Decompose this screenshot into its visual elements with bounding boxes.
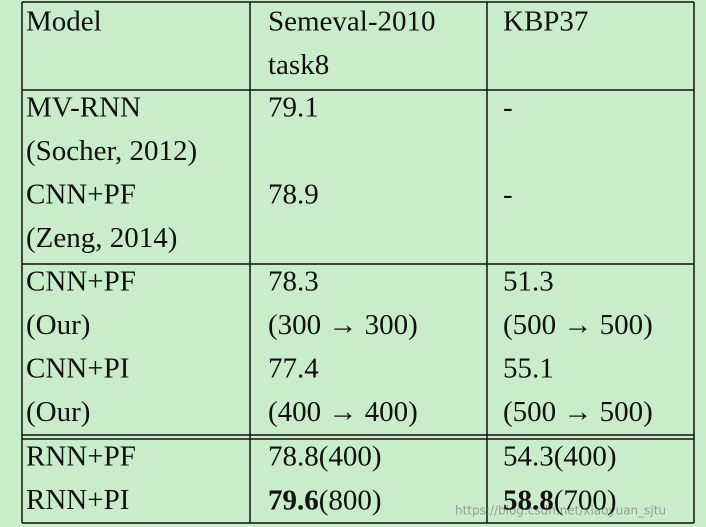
cell-text: RNN+PI xyxy=(26,484,129,516)
cell-text: (500 → 500) xyxy=(503,309,653,341)
cell-text: CNN+PF xyxy=(26,179,136,211)
cell-text: (500 → 500) xyxy=(503,396,653,428)
cell-text: KBP37 xyxy=(503,6,588,38)
cell-text: 79.6(800) xyxy=(268,484,382,516)
cell-text: (Our) xyxy=(26,396,90,428)
cell-text-part: 58.8 xyxy=(503,484,554,516)
cell-text: CNN+PF xyxy=(26,266,136,298)
cell-text: (Our) xyxy=(26,309,90,341)
cell-text-part: (700) xyxy=(554,484,617,516)
cell-text: 55.1 xyxy=(503,353,554,385)
cell-text: (400 → 400) xyxy=(268,396,418,428)
cell-text: (300 → 300) xyxy=(268,309,418,341)
cell-text: Model xyxy=(26,6,102,38)
cell-text: 78.8(400) xyxy=(268,441,382,473)
cell-text: task8 xyxy=(268,49,329,81)
watermark: https://blog.csdn.net/xiaoyuan_sjtu xyxy=(455,504,666,518)
cell-text: - xyxy=(503,179,513,211)
cell-text: RNN+PF xyxy=(26,441,136,473)
cell-text: 58.8(700) xyxy=(503,484,617,516)
cell-text: 79.1 xyxy=(268,92,319,124)
cell-text: 51.3 xyxy=(503,266,554,298)
cell-text: MV-RNN xyxy=(26,92,141,124)
cell-text: CNN+PI xyxy=(26,353,129,385)
cell-text-part: 79.6 xyxy=(268,484,319,516)
cell-text: - xyxy=(503,92,513,124)
cell-text-part: (800) xyxy=(319,484,382,516)
cell-text: 54.3(400) xyxy=(503,441,617,473)
cell-text: Semeval-2010 xyxy=(268,6,436,38)
cell-text: (Socher, 2012) xyxy=(26,135,197,167)
cell-text: 77.4 xyxy=(268,353,319,385)
cell-text: (Zeng, 2014) xyxy=(26,222,177,254)
cell-text: 78.3 xyxy=(268,266,319,298)
cell-text: 78.9 xyxy=(268,179,319,211)
